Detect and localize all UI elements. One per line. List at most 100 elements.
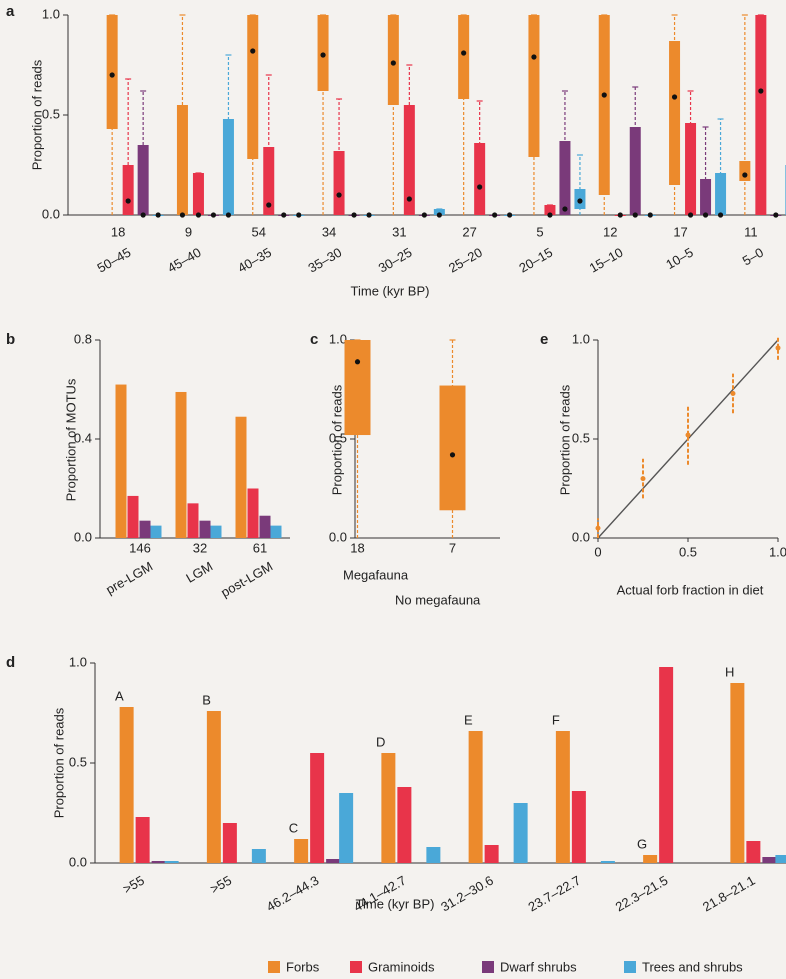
- box: [528, 15, 539, 157]
- mean-dot: [633, 212, 638, 217]
- category-label: 22.3–21.5: [613, 873, 671, 915]
- mean-dot: [718, 212, 723, 217]
- y-axis-label: Proportion of reads: [51, 707, 66, 818]
- y-tick-label: 0.0: [572, 529, 590, 544]
- mean-dot: [391, 60, 396, 65]
- bar: [326, 859, 340, 863]
- mean-dot: [250, 48, 255, 53]
- mean-dot: [602, 92, 607, 97]
- box: [474, 143, 485, 215]
- bar: [176, 392, 187, 538]
- count-label: 18: [350, 540, 364, 555]
- bar: [140, 521, 151, 538]
- box: [685, 123, 696, 215]
- category-label: post-LGM: [218, 559, 275, 601]
- annotation: C: [289, 820, 298, 835]
- point: [686, 433, 691, 438]
- mean-dot: [110, 72, 115, 77]
- mean-dot: [477, 184, 482, 189]
- box: [700, 179, 711, 215]
- legend-label: Graminoids: [368, 959, 435, 974]
- box: [755, 15, 766, 215]
- count-label: 12: [603, 224, 617, 239]
- bar: [514, 803, 528, 863]
- y-tick-label: 0.8: [74, 331, 92, 346]
- box: [193, 173, 204, 215]
- mean-dot: [336, 192, 341, 197]
- count-label: 31: [392, 224, 406, 239]
- x-tick-label: 0: [594, 544, 601, 559]
- y-tick-label: 1.0: [69, 654, 87, 669]
- point: [731, 391, 736, 396]
- mean-dot: [758, 88, 763, 93]
- bar: [188, 503, 199, 538]
- category-label: 20–15: [516, 245, 555, 276]
- bar: [339, 793, 353, 863]
- mean-dot: [281, 212, 286, 217]
- category-label: 40–35: [235, 245, 274, 276]
- mean-dot: [366, 212, 371, 217]
- mean-dot: [266, 202, 271, 207]
- category-label: 31.2–30.6: [438, 873, 496, 915]
- y-axis-label: Proportion of reads: [557, 384, 572, 495]
- mean-dot: [703, 212, 708, 217]
- y-tick-label: 0.0: [69, 854, 87, 869]
- bar: [252, 849, 266, 863]
- count-label: 18: [111, 224, 125, 239]
- mean-dot: [531, 54, 536, 59]
- mean-dot: [422, 212, 427, 217]
- category-label: >55: [120, 873, 147, 897]
- panel-letter: a: [6, 3, 15, 20]
- bar: [643, 855, 657, 863]
- box: [107, 15, 118, 129]
- mean-dot: [196, 212, 201, 217]
- bar: [200, 521, 211, 538]
- count-label: 7: [449, 540, 456, 555]
- legend-label: Forbs: [286, 959, 320, 974]
- count-label: 11: [744, 224, 758, 239]
- point: [596, 526, 601, 531]
- y-tick-label: 0.0: [42, 206, 60, 221]
- category-label: pre-LGM: [103, 559, 155, 598]
- y-tick-label: 0.0: [329, 529, 347, 544]
- y-tick-label: 1.0: [572, 331, 590, 346]
- bar: [152, 861, 166, 863]
- category-label: 46.2–44.3: [264, 873, 322, 915]
- count-label: 27: [462, 224, 476, 239]
- annotation: H: [725, 664, 734, 679]
- category-label: 10–5: [663, 245, 696, 272]
- y-tick-label: 0.0: [74, 529, 92, 544]
- category-label: 45–40: [165, 245, 204, 276]
- mean-dot: [492, 212, 497, 217]
- box: [177, 105, 188, 215]
- box: [715, 173, 726, 215]
- bar: [165, 861, 179, 863]
- annotation: F: [552, 712, 560, 727]
- legend-label: Dwarf shrubs: [500, 959, 577, 974]
- count-label: 17: [673, 224, 687, 239]
- bar: [397, 787, 411, 863]
- bar: [485, 845, 499, 863]
- x-tick-label: 0.5: [679, 544, 697, 559]
- bar: [151, 526, 162, 538]
- box: [388, 15, 399, 105]
- bar: [381, 753, 395, 863]
- category-label: 30–25: [376, 245, 415, 276]
- mean-dot: [577, 198, 582, 203]
- mean-dot: [547, 212, 552, 217]
- box: [123, 165, 134, 215]
- mean-dot: [407, 196, 412, 201]
- point: [641, 476, 646, 481]
- x-axis-label: Time (kyr BP): [351, 283, 430, 298]
- bar: [572, 791, 586, 863]
- mean-dot: [742, 172, 747, 177]
- panel-letter: c: [310, 331, 318, 348]
- mean-dot: [688, 212, 693, 217]
- box: [247, 15, 258, 159]
- mean-dot: [450, 452, 455, 457]
- annotation: G: [637, 836, 647, 851]
- category-label: 15–10: [587, 245, 626, 276]
- category-label: 25–20: [446, 245, 485, 276]
- point: [776, 345, 781, 350]
- mean-dot: [320, 52, 325, 57]
